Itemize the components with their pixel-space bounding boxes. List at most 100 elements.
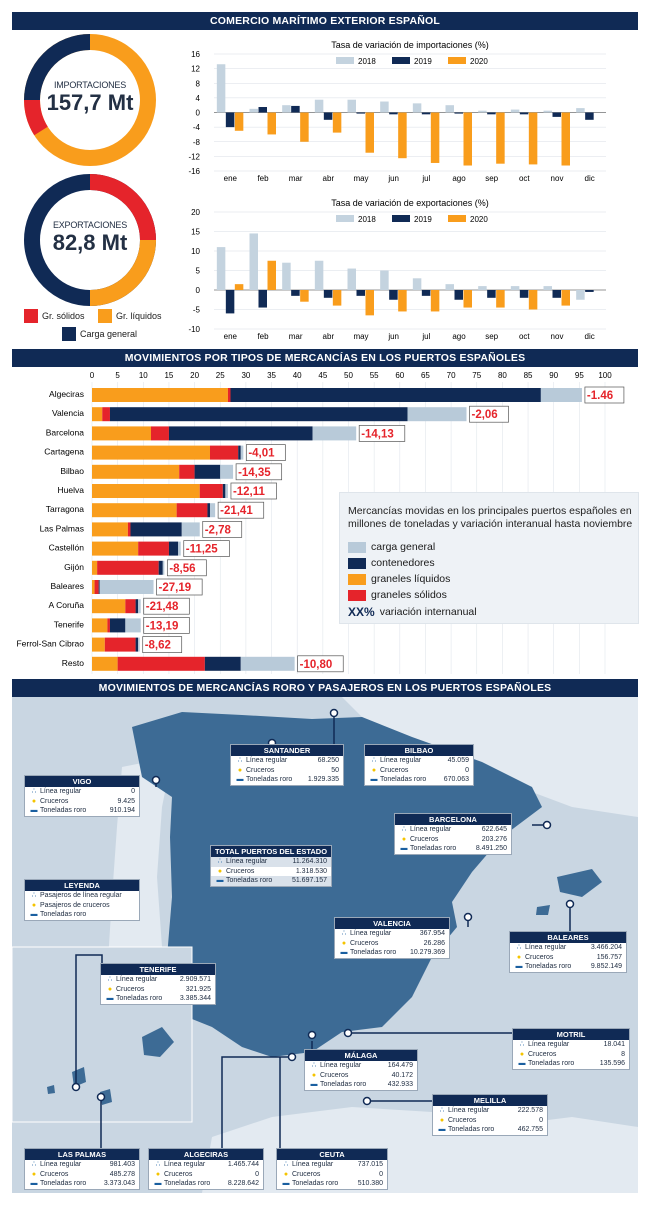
imports-donut xyxy=(24,34,156,166)
imp-ytick: -12 xyxy=(188,152,200,161)
ports-bar-contenedores-Gijón xyxy=(158,560,163,575)
map-box-title: BILBAO xyxy=(365,745,473,756)
ports-bar-contenedores-Las Palmas xyxy=(130,522,182,537)
truck-icon: ▬ xyxy=(438,1126,446,1133)
truck-icon: ▬ xyxy=(216,877,224,884)
map-row-value: 18.041 xyxy=(603,1041,625,1048)
map-box-row: ▬ Toneladas roro 8.491.250 xyxy=(395,844,511,854)
map-row-value: 8.228.642 xyxy=(227,1180,259,1187)
imp-bar-2020-sep xyxy=(496,112,505,164)
map-row-value: 68.250 xyxy=(317,757,339,764)
ports-variation-Las Palmas: -2,78 xyxy=(205,524,232,536)
cruise-icon: ● xyxy=(31,797,37,805)
ports-bar-contenedores-Ferrol-San Cibrao xyxy=(135,637,139,652)
imports-donut-text: IMPORTACIONES 157,7 Mt xyxy=(32,80,148,116)
map-box-title: MÁLAGA xyxy=(305,1050,417,1061)
imp-bar-2018-oct xyxy=(510,109,520,113)
imp-bar-2020-may xyxy=(365,112,374,153)
exp-bar-2020-mar xyxy=(300,290,309,302)
ports-xtick: 95 xyxy=(575,371,584,380)
imp-title: Tasa de variación de importaciones (%) xyxy=(331,40,489,50)
ports-bar-carga general-Castellón xyxy=(178,541,181,556)
ports-xtick: 15 xyxy=(164,371,173,380)
exp-xtick-ago: ago xyxy=(452,332,466,341)
map-row-label: Línea regular xyxy=(116,976,158,983)
ports-bar-graneles sólidos-A Coruña xyxy=(125,599,136,614)
exp-bar-2018-ago xyxy=(445,284,454,290)
exp-bar-2019-sep xyxy=(487,290,496,298)
map-box-total: TOTAL PUERTOS DEL ESTADO ∴ Línea regular 11… xyxy=(210,845,332,887)
imp-bar-2019-oct xyxy=(519,112,529,115)
map-row-label: Cruceros xyxy=(448,1116,477,1124)
ports-variation-Baleares: -27,19 xyxy=(159,582,192,594)
map-box-row: ▬ Toneladas roro 135.596 xyxy=(513,1059,629,1069)
map-box-ceuta: CEUTA ∴ Línea regular 737.015 ● Cruceros 0 ▬ Ton… xyxy=(276,1148,388,1190)
ports-label-Tenerife: Tenerife xyxy=(54,619,85,629)
ports-xtick: 85 xyxy=(524,371,533,380)
map-box-row: ∴ Línea regular 11.264.310 xyxy=(211,857,331,867)
map-row-label: Cruceros xyxy=(226,867,255,875)
map-row-label: Línea regular xyxy=(448,1107,490,1114)
ports-variation-box-Huelva xyxy=(230,482,277,500)
imp-bar-2018-ago xyxy=(445,105,454,113)
map-box-row: ● Cruceros 26.286 xyxy=(335,939,449,949)
map-box-row: ● Cruceros 0 xyxy=(365,766,473,776)
ports-bar-graneles líquidos-Resto xyxy=(92,656,118,671)
map-row-value: 50 xyxy=(331,766,339,774)
map-row-label: Toneladas roro xyxy=(320,1081,367,1088)
exports-donut-liquid xyxy=(89,239,156,306)
map-box-row: ● Cruceros 203.276 xyxy=(395,835,511,845)
exp-xtick-dic: dic xyxy=(585,332,595,341)
ports-variation-box-Las Palmas xyxy=(202,521,243,538)
map-box-title: TOTAL PUERTOS DEL ESTADO xyxy=(211,846,331,857)
ports-variation-box-Castellón xyxy=(183,540,230,557)
exp-bar-2019-may xyxy=(356,290,365,296)
imp-bar-2019-may xyxy=(356,112,365,114)
ports-variation-box-Barcelona xyxy=(358,425,406,442)
exports-donut xyxy=(24,174,156,306)
imp-xtick-may: may xyxy=(353,174,368,183)
map-box-row: ● Pasajeros de cruceros xyxy=(25,901,139,911)
ports-bar-graneles líquidos-Gijón xyxy=(92,560,98,575)
map-box-row: ▬ Toneladas roro 51.697.157 xyxy=(211,876,331,886)
map-box-row: ● Cruceros 156.757 xyxy=(510,953,626,963)
exp-bar-2018-jul xyxy=(412,278,422,290)
imp-bar-2019-jul xyxy=(421,112,431,115)
map-box-row: ∴ Línea regular 1.465.744 xyxy=(149,1160,263,1170)
imp-ytick: 8 xyxy=(196,79,201,88)
exports-variation-chart: Tasa de variación de exportaciones (%) 20… xyxy=(188,198,606,341)
map-row-label: Pasajeros de cruceros xyxy=(40,901,110,909)
map-row-value: 40.172 xyxy=(391,1071,413,1079)
map-box-title: MELILLA xyxy=(433,1095,547,1106)
map-row-label: Línea regular xyxy=(410,826,452,833)
ports-variation-Barcelona: -14,13 xyxy=(361,428,394,440)
ports-bar-graneles sólidos-Castellón xyxy=(138,541,169,556)
map-row-label: Toneladas roro xyxy=(40,911,87,918)
exp-legend-2019: 2019 xyxy=(414,215,432,224)
ports-bar-graneles líquidos-Algeciras xyxy=(92,388,228,402)
exp-ytick: 0 xyxy=(196,286,201,295)
map-row-label: Toneladas roro xyxy=(410,845,457,852)
map-row-label: Cruceros xyxy=(528,1050,557,1058)
baleares-land xyxy=(557,869,602,897)
truck-icon: ▬ xyxy=(236,776,244,783)
map-box-baleares: BALEARES ∴ Línea regular 3.466.204 ● Cruceros… xyxy=(509,931,627,973)
map-box-melilla: MELILLA ∴ Línea regular 222.578 ● Cruceros 0 ▬ T… xyxy=(432,1094,548,1136)
map-row-value: 462.755 xyxy=(517,1126,543,1133)
cruise-icon: ● xyxy=(31,901,37,909)
ports-bar-carga general-Barcelona xyxy=(312,426,357,441)
ports-xtick: 45 xyxy=(318,371,327,380)
ports-bar-graneles líquidos-Baleares xyxy=(92,580,95,594)
map-row-label: Cruceros xyxy=(320,1071,349,1079)
map-row-label: Toneladas roro xyxy=(525,963,572,970)
map-box-row: ● Cruceros 40.172 xyxy=(305,1071,417,1081)
map-box-title: BARCELONA xyxy=(395,814,511,825)
exp-xtick-mar: mar xyxy=(289,332,303,341)
map-row-value: 622.645 xyxy=(481,826,507,833)
map-row-label: Cruceros xyxy=(292,1170,321,1178)
donut-legend-solid: Gr. sólidos xyxy=(24,309,85,323)
ports-bar-graneles líquidos-Tenerife xyxy=(92,618,108,633)
ports-bar-graneles líquidos-Castellón xyxy=(92,541,139,556)
exp-legend-2018: 2018 xyxy=(358,215,376,224)
exp-bar-2019-jul xyxy=(421,290,431,296)
